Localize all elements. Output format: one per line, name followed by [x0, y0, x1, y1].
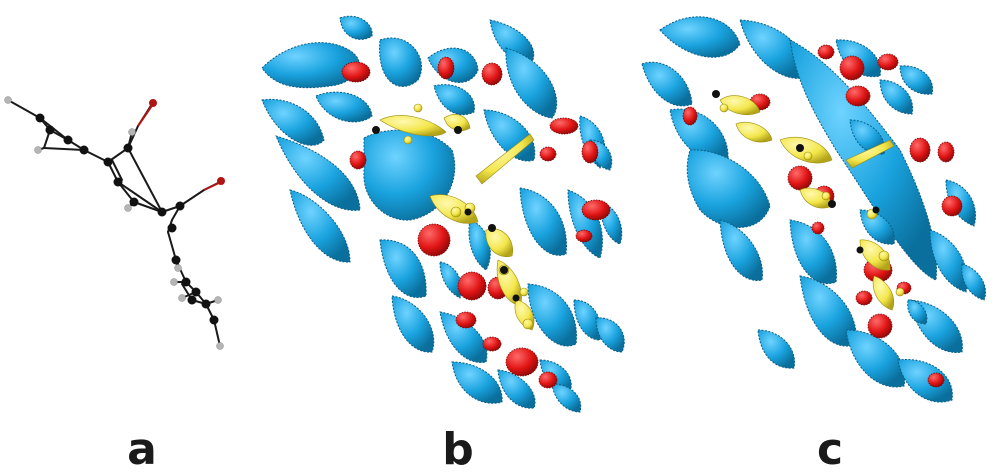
- panel-label-b: b: [442, 424, 474, 475]
- bond-network: [7, 99, 221, 347]
- panel-b-interaction-surface: [261, 15, 625, 413]
- panel-label-c: c: [816, 424, 844, 475]
- panel-a-molecule-structure: [4, 96, 225, 350]
- red-surface-lobes: [682, 44, 963, 388]
- black-atom-markers: [372, 126, 520, 302]
- red-surface-lobes: [341, 56, 611, 389]
- panel-c-interaction-surface: [641, 16, 986, 403]
- carbon-atoms: [35, 113, 219, 325]
- blue-surface-lobes: [641, 16, 986, 403]
- panel-label-a: a: [127, 424, 157, 475]
- yellow-molecule-core: [379, 103, 535, 331]
- black-atom-markers: [712, 90, 880, 254]
- oxygen-bonds: [137, 103, 222, 191]
- hydrogen-atoms: [4, 96, 224, 350]
- oxygen-atoms: [149, 99, 225, 185]
- blue-surface-lobes: [261, 15, 625, 413]
- yellow-molecule-core: [719, 95, 905, 311]
